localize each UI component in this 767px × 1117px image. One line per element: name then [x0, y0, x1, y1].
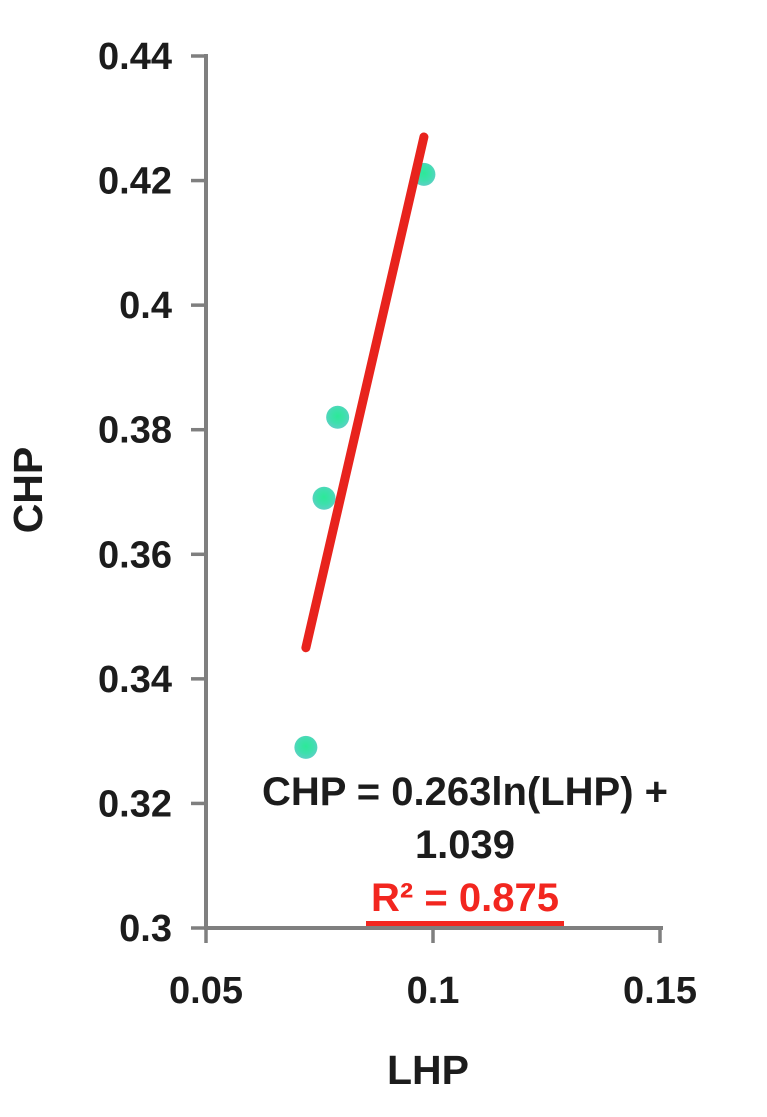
- x-tick-label: 0.05: [169, 970, 243, 1012]
- x-tick-label: 0.15: [623, 970, 697, 1012]
- r-squared-label: R² = 0.875: [366, 875, 564, 926]
- y-tick-label: 0.32: [98, 783, 172, 825]
- x-axis-title: LHP: [387, 1047, 469, 1093]
- y-tick-label: 0.34: [98, 659, 172, 701]
- trendline-annotation: CHP = 0.263ln(LHP) + 1.039 R² = 0.875: [230, 766, 700, 926]
- y-tick-label: 0.36: [98, 534, 172, 576]
- trendline-equation-line2: 1.039: [414, 823, 516, 867]
- trendline-equation-line1: CHP = 0.263ln(LHP) +: [261, 770, 669, 814]
- data-point: [312, 486, 336, 510]
- y-tick-label: 0.38: [98, 410, 172, 452]
- y-tick-label: 0.44: [98, 36, 172, 78]
- x-tick-label: 0.1: [407, 970, 460, 1012]
- trend-line: [301, 132, 429, 653]
- y-tick-label: 0.3: [119, 908, 172, 950]
- y-axis-title: CHP: [5, 446, 51, 534]
- data-point: [294, 735, 318, 759]
- r-squared-row: R² = 0.875: [230, 872, 700, 926]
- y-tick-label: 0.42: [98, 161, 172, 203]
- y-tick-label: 0.4: [119, 285, 172, 327]
- data-point: [326, 405, 350, 429]
